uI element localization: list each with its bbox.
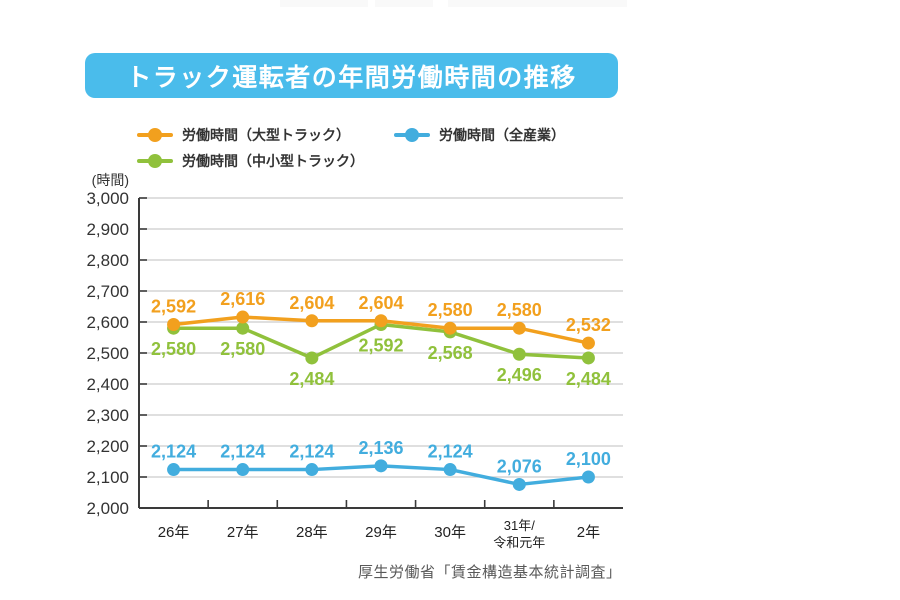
svg-text:2,580: 2,580 xyxy=(497,300,542,320)
legend-item-label: 労働時間（中小型トラック） xyxy=(182,153,364,169)
chart-legend: 労働時間（大型トラック） 労働時間（全産業） 労働時間（中小型トラック） xyxy=(137,125,637,171)
svg-text:2,300: 2,300 xyxy=(86,406,129,425)
svg-text:2,604: 2,604 xyxy=(358,293,403,313)
svg-text:2,592: 2,592 xyxy=(358,335,403,355)
svg-text:2,592: 2,592 xyxy=(151,296,196,316)
svg-text:2,484: 2,484 xyxy=(566,369,611,389)
svg-text:2,532: 2,532 xyxy=(566,315,611,335)
legend-item: 労働時間（中小型トラック） xyxy=(137,151,364,171)
legend-item-label: 労働時間（大型トラック） xyxy=(182,127,350,143)
svg-text:2,800: 2,800 xyxy=(86,251,129,270)
svg-text:2,604: 2,604 xyxy=(289,293,334,313)
svg-text:2,000: 2,000 xyxy=(86,499,129,518)
legend-line-dot-icon xyxy=(394,128,430,142)
top-crop-artifact xyxy=(280,0,368,7)
svg-text:2,400: 2,400 xyxy=(86,375,129,394)
svg-text:2,484: 2,484 xyxy=(289,369,334,389)
svg-text:26年: 26年 xyxy=(158,524,190,541)
svg-text:2,124: 2,124 xyxy=(289,442,334,462)
legend-item: 労働時間（全産業） xyxy=(394,125,565,145)
legend-line-dot-icon xyxy=(137,128,173,142)
legend-line-dot-icon xyxy=(137,154,173,168)
svg-text:3,000: 3,000 xyxy=(86,189,129,208)
svg-text:2,496: 2,496 xyxy=(497,365,542,385)
svg-text:2,100: 2,100 xyxy=(566,449,611,469)
chart-title-banner: トラック運転者の年間労働時間の推移 xyxy=(85,53,618,98)
source-citation: 厚生労働省「賃金構造基本統計調査」 xyxy=(358,564,622,581)
legend-item-label: 労働時間（全産業） xyxy=(439,127,565,143)
svg-text:2,124: 2,124 xyxy=(428,442,473,462)
top-crop-artifact xyxy=(375,0,433,7)
svg-text:30年: 30年 xyxy=(434,524,466,541)
svg-text:2,500: 2,500 xyxy=(86,344,129,363)
top-crop-artifact xyxy=(448,0,627,7)
svg-text:31年/令和元年: 31年/令和元年 xyxy=(493,518,545,550)
svg-text:2,600: 2,600 xyxy=(86,313,129,332)
svg-text:2,700: 2,700 xyxy=(86,282,129,301)
svg-text:2,568: 2,568 xyxy=(428,343,473,363)
svg-text:2,076: 2,076 xyxy=(497,456,542,476)
legend-item: 労働時間（大型トラック） xyxy=(137,125,350,145)
svg-text:2,580: 2,580 xyxy=(428,300,473,320)
svg-text:2,580: 2,580 xyxy=(151,339,196,359)
svg-text:2,200: 2,200 xyxy=(86,437,129,456)
svg-text:(時間): (時間) xyxy=(92,172,129,188)
svg-text:2,616: 2,616 xyxy=(220,289,265,309)
svg-text:2,124: 2,124 xyxy=(151,442,196,462)
svg-text:2,124: 2,124 xyxy=(220,442,265,462)
svg-text:28年: 28年 xyxy=(296,524,328,541)
page-title: トラック運転者の年間労働時間の推移 xyxy=(126,63,577,92)
svg-text:2,900: 2,900 xyxy=(86,220,129,239)
svg-text:29年: 29年 xyxy=(365,524,397,541)
svg-text:2,580: 2,580 xyxy=(220,339,265,359)
svg-text:2年: 2年 xyxy=(577,524,600,541)
svg-text:27年: 27年 xyxy=(227,524,259,541)
svg-text:2,136: 2,136 xyxy=(358,438,403,458)
svg-text:2,100: 2,100 xyxy=(86,468,129,487)
